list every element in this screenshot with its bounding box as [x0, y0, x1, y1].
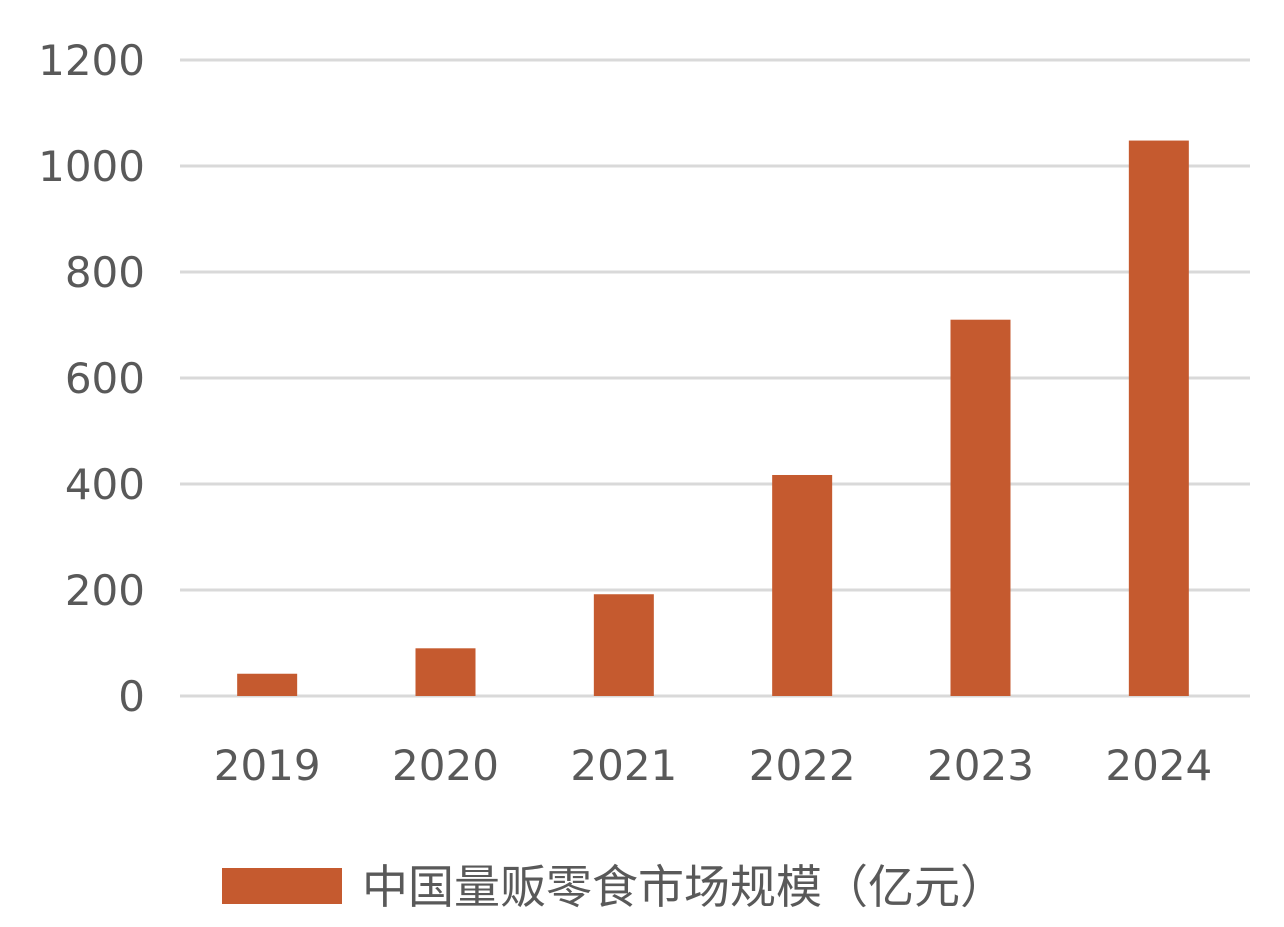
x-tick-label: 2024	[1105, 741, 1212, 790]
x-tick-label: 2021	[570, 741, 677, 790]
bar-2023	[950, 319, 1011, 696]
bar-2020	[415, 648, 476, 696]
legend-swatch	[222, 868, 342, 904]
bar-2019	[237, 673, 298, 696]
legend-label: 中国量贩零食市场规模（亿元）	[362, 860, 1006, 914]
x-axis-tick-labels: 2019 2020 2021 2022 2023 2024	[214, 741, 1213, 790]
bars	[237, 140, 1189, 696]
y-tick-label: 1200	[38, 36, 145, 85]
x-tick-label: 2019	[214, 741, 321, 790]
x-tick-label: 2020	[392, 741, 499, 790]
gridlines	[180, 58, 1250, 698]
bar-2024	[1128, 140, 1189, 696]
x-tick-label: 2022	[749, 741, 856, 790]
y-tick-label: 600	[65, 354, 145, 403]
x-tick-label: 2023	[927, 741, 1034, 790]
bar-2022	[772, 474, 833, 696]
legend: 中国量贩零食市场规模（亿元）	[222, 860, 1006, 914]
y-tick-label: 400	[65, 460, 145, 509]
y-tick-label: 0	[118, 672, 145, 721]
y-tick-label: 800	[65, 248, 145, 297]
y-tick-label: 1000	[38, 142, 145, 191]
y-tick-label: 200	[65, 566, 145, 615]
y-axis-tick-labels: 0 200 400 600 800 1000 1200	[38, 36, 145, 721]
bar-2021	[593, 594, 654, 696]
